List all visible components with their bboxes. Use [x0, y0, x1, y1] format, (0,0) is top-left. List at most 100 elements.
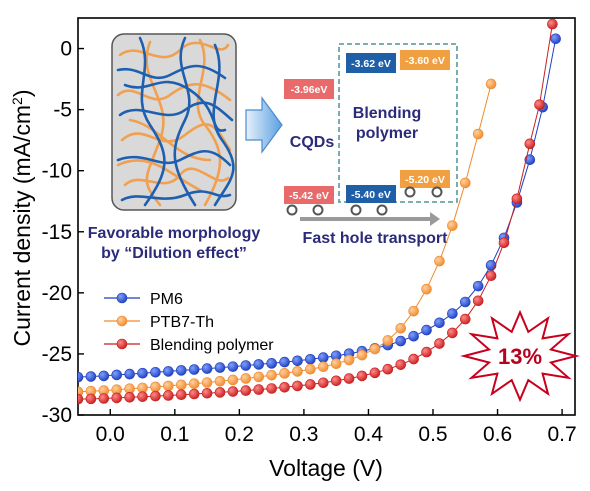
- legend-marker: [116, 338, 128, 350]
- ptb-lumo-level: [400, 50, 450, 70]
- data-point: [317, 377, 329, 389]
- data-point: [111, 369, 123, 381]
- data-point: [279, 381, 290, 393]
- blend-label-1: Blending: [353, 105, 421, 122]
- data-point: [382, 363, 394, 375]
- cqd-homo-label: -5.42 eV: [289, 190, 329, 202]
- data-point: [201, 363, 213, 374]
- blend-dashed-box: [338, 43, 458, 203]
- series-2: [78, 18, 558, 405]
- y-tick-label: 0: [60, 38, 72, 61]
- series-0: [78, 33, 561, 383]
- data-point: [547, 18, 558, 30]
- pm6-lumo-label: -3.62 eV: [351, 58, 391, 70]
- data-point: [369, 367, 381, 379]
- data-point: [421, 324, 432, 336]
- data-point: [85, 371, 97, 382]
- y-tick-label: -15: [42, 221, 72, 244]
- hole-icons: [286, 186, 443, 216]
- data-point: [201, 377, 213, 388]
- x-axis-title: Voltage (V): [269, 455, 383, 481]
- data-point: [163, 380, 174, 392]
- data-point: [240, 360, 252, 371]
- y-tick-label: -25: [42, 343, 72, 366]
- data-point: [330, 375, 342, 387]
- data-point: [175, 365, 187, 376]
- data-point: [395, 335, 407, 347]
- cqd-homo-level: [284, 186, 334, 204]
- data-point: [266, 383, 277, 394]
- legend-marker: [116, 292, 128, 304]
- data-point: [188, 378, 200, 390]
- data-point: [472, 280, 484, 292]
- data-point: [78, 371, 84, 383]
- transport-label: Fast hole transport: [303, 230, 449, 247]
- data-point: [447, 327, 458, 339]
- data-point: [188, 388, 200, 400]
- data-point: [408, 305, 419, 317]
- data-point: [498, 237, 510, 249]
- data-point: [292, 380, 303, 392]
- y-axis-title: Current density (mA/cm2): [9, 89, 35, 346]
- y-tick-label: -5: [53, 99, 72, 122]
- data-point: [395, 359, 407, 370]
- ptb-homo-level: [400, 170, 450, 188]
- data-point: [253, 384, 265, 395]
- data-point: [408, 353, 419, 365]
- hole-icon: [350, 204, 362, 216]
- data-point: [447, 220, 458, 231]
- plot-frame: [77, 17, 576, 416]
- cqd-lumo-level: [284, 79, 334, 99]
- data-point: [253, 371, 265, 383]
- data-point: [137, 391, 148, 402]
- data-point: [472, 295, 484, 307]
- blue-polymer-chains: [116, 36, 235, 207]
- data-point: [356, 370, 368, 382]
- y-tick-label: -20: [42, 282, 72, 305]
- data-point: [292, 366, 303, 377]
- data-point: [317, 352, 329, 363]
- x-tick-label: 0.4: [354, 423, 384, 446]
- data-point: [111, 392, 123, 404]
- blend-label-2: polymer: [356, 125, 418, 142]
- starburst-icon: [460, 309, 580, 403]
- x-tick-label: 0.3: [289, 423, 318, 446]
- data-point: [240, 385, 252, 396]
- x-tick-label: 0.0: [96, 423, 125, 446]
- data-point: [343, 373, 355, 384]
- data-point: [150, 390, 161, 402]
- data-point: [227, 361, 239, 372]
- data-point: [175, 389, 187, 401]
- data-point: [227, 386, 239, 397]
- x-tick-label: 0.1: [160, 423, 189, 446]
- morphology-caption-2: by “Dilution effect”: [101, 245, 247, 262]
- cqd-lumo-label: -3.96eV: [291, 84, 328, 96]
- data-point: [421, 283, 432, 295]
- data-point: [266, 358, 277, 369]
- legend-label: PTB7-Th: [150, 314, 214, 331]
- hole-icon: [404, 186, 416, 198]
- block-arrow-icon: [245, 96, 283, 154]
- pm6-homo-label: -5.40 eV: [351, 189, 391, 201]
- data-point: [434, 255, 445, 267]
- legend-label: Blending polymer: [150, 337, 274, 354]
- data-point: [292, 355, 303, 367]
- data-point: [150, 381, 161, 393]
- hole-icon: [431, 186, 443, 198]
- data-point: [214, 362, 226, 373]
- data-point: [266, 369, 277, 381]
- data-point: [85, 393, 97, 405]
- hole-icon: [376, 204, 388, 216]
- data-point: [459, 313, 471, 325]
- y-tick-label: -10: [42, 160, 72, 183]
- data-point: [485, 78, 497, 90]
- data-point: [227, 374, 239, 386]
- data-point: [201, 387, 213, 399]
- data-point: [534, 99, 545, 111]
- data-point: [240, 373, 252, 384]
- data-point: [485, 270, 497, 282]
- efficiency-badge-text: 13%: [498, 344, 542, 369]
- data-point: [124, 391, 135, 403]
- data-point: [330, 358, 342, 369]
- data-point: [356, 349, 368, 361]
